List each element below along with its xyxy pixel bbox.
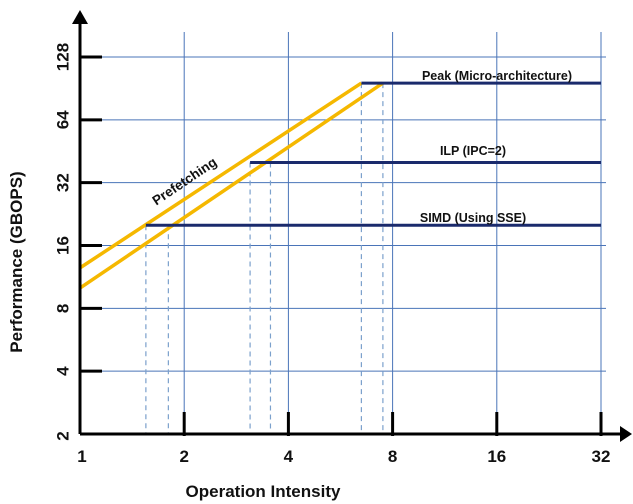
x-tick-label: 1 — [77, 447, 86, 466]
drop-lines-layer — [145, 83, 384, 434]
y-tick-label: 64 — [53, 110, 72, 129]
x-tick-label: 32 — [592, 447, 611, 466]
y-tick-label: 16 — [53, 236, 72, 255]
x-axis-arrow-icon — [620, 426, 632, 442]
slope-layer — [79, 81, 384, 290]
axes — [72, 10, 632, 442]
prefetching-slope-line — [79, 81, 384, 290]
ceiling-label-ilp: ILP (IPC=2) — [440, 144, 506, 158]
labels-layer: Operation Intensity Performance (GBOPS) … — [7, 43, 610, 501]
ceiling-label-peak: Peak (Micro-architecture) — [422, 69, 572, 83]
ceiling-label-simd: SIMD (Using SSE) — [420, 211, 526, 225]
x-tick-label: 4 — [284, 447, 294, 466]
grid-layer — [80, 32, 606, 434]
x-axis-title: Operation Intensity — [186, 482, 341, 501]
ceiling-layer — [145, 81, 601, 227]
y-tick-label: 32 — [53, 173, 72, 192]
y-tick-label: 4 — [53, 366, 72, 376]
x-tick-label: 2 — [179, 447, 188, 466]
y-axis-arrow-icon — [72, 10, 88, 24]
y-tick-label: 8 — [53, 304, 72, 313]
y-axis-title: Performance (GBOPS) — [7, 171, 26, 352]
y-tick-label: 2 — [53, 431, 72, 440]
y-tick-label: 128 — [53, 43, 72, 71]
x-tick-label: 16 — [487, 447, 506, 466]
prefetching-slope-line — [79, 81, 363, 270]
x-tick-label: 8 — [388, 447, 397, 466]
